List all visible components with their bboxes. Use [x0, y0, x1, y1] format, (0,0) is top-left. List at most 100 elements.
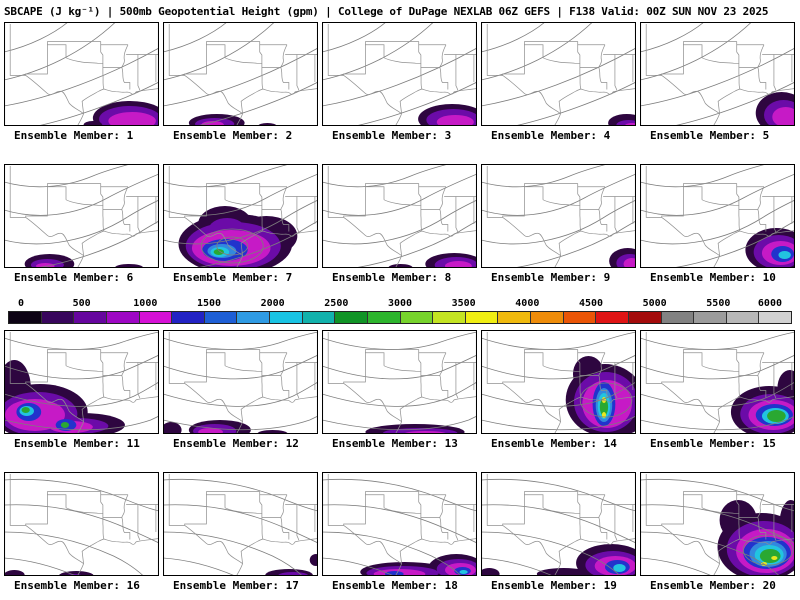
colorbar-segment [433, 312, 466, 323]
panel-label: Ensemble Member: 16 [14, 579, 140, 592]
colorbar-segment [367, 312, 401, 323]
panel-label: Ensemble Member: 5 [650, 129, 770, 142]
map-member-10 [640, 164, 795, 268]
panel-label: Ensemble Member: 12 [173, 437, 299, 450]
colorbar-segment [563, 312, 597, 323]
colorbar-segment [106, 312, 140, 323]
panel-label: Ensemble Member: 7 [173, 271, 293, 284]
colorbar-segment [596, 312, 629, 323]
colorbar-tick: 1000 [133, 298, 158, 309]
colorbar-bar-row [8, 311, 792, 324]
ensemble-panel-10: Ensemble Member: 10 [640, 164, 795, 284]
colorbar-gradient [8, 311, 792, 324]
map-member-8 [322, 164, 477, 268]
panel-row-1: Ensemble Member: 1 Ensemble Member: 2 Ense… [0, 22, 800, 142]
colorbar-segment [237, 312, 270, 323]
panel-label: Ensemble Member: 11 [14, 437, 140, 450]
panel-label: Ensemble Member: 9 [491, 271, 611, 284]
colorbar-segment [335, 312, 368, 323]
ensemble-panel-13: Ensemble Member: 13 [322, 330, 477, 450]
colorbar-tick: 3500 [451, 298, 476, 309]
ensemble-panel-9: Ensemble Member: 9 [481, 164, 636, 284]
map-member-9 [481, 164, 636, 268]
colorbar-tick: 3000 [387, 298, 413, 309]
map-member-5 [640, 22, 795, 126]
ensemble-panel-4: Ensemble Member: 4 [481, 22, 636, 142]
cape-colorbar: 0 500 1000 1500 2000 2500 3000 3500 4000 4500 5000… [8, 298, 792, 324]
colorbar-tick: 2000 [260, 298, 285, 309]
colorbar-tick: 500 [72, 298, 91, 309]
ensemble-panel-1: Ensemble Member: 1 [4, 22, 159, 142]
panel-label: Ensemble Member: 3 [332, 129, 452, 142]
colorbar-tick: 5000 [642, 298, 667, 309]
panel-label: Ensemble Member: 19 [491, 579, 617, 592]
panel-label: Ensemble Member: 2 [173, 129, 293, 142]
map-member-11 [4, 330, 159, 434]
panel-row-4: Ensemble Member: 16 Ensemble Member: 17 En… [0, 472, 800, 592]
ensemble-panel-15: Ensemble Member: 15 [640, 330, 795, 450]
ensemble-panel-11: Ensemble Member: 11 [4, 330, 159, 450]
colorbar-segment [139, 312, 173, 323]
ensemble-panel-6: Ensemble Member: 6 [4, 164, 159, 284]
colorbar-segment [694, 312, 727, 323]
map-member-4 [481, 22, 636, 126]
map-member-14 [481, 330, 636, 434]
map-member-13 [322, 330, 477, 434]
ensemble-panel-12: Ensemble Member: 12 [163, 330, 318, 450]
map-member-3 [322, 22, 477, 126]
colorbar-segment [270, 312, 303, 323]
panel-row-3: Ensemble Member: 11 Ensemble Member: 12 En… [0, 330, 800, 450]
panel-row-2: Ensemble Member: 6 Ensemble Member: 7 Ense… [0, 164, 800, 284]
panel-label: Ensemble Member: 15 [650, 437, 776, 450]
colorbar-tick: 4000 [515, 298, 540, 309]
colorbar-segment [498, 312, 531, 323]
colorbar-tick-labels: 0 500 1000 1500 2000 2500 3000 3500 4000 4500 5000… [18, 298, 782, 310]
ensemble-panel-14: Ensemble Member: 14 [481, 330, 636, 450]
ensemble-panel-20: Ensemble Member: 20 [640, 472, 795, 592]
colorbar-tick: 5500 [706, 298, 731, 309]
colorbar-segment [204, 312, 238, 323]
panel-label: Ensemble Member: 8 [332, 271, 452, 284]
map-member-7 [163, 164, 318, 268]
panel-label: Ensemble Member: 4 [491, 129, 611, 142]
colorbar-segment [302, 312, 336, 323]
panel-label: Ensemble Member: 10 [650, 271, 776, 284]
ensemble-panel-17: Ensemble Member: 17 [163, 472, 318, 592]
colorbar-segment [9, 312, 42, 323]
colorbar-tick: 4500 [578, 298, 604, 309]
panel-label: Ensemble Member: 14 [491, 437, 617, 450]
map-member-1 [4, 22, 159, 126]
colorbar-tick: 2500 [324, 298, 349, 309]
colorbar-segment [661, 312, 695, 323]
colorbar-segment [726, 312, 760, 323]
map-member-2 [163, 22, 318, 126]
map-member-19 [481, 472, 636, 576]
map-member-20 [640, 472, 795, 576]
colorbar-segment [41, 312, 75, 323]
colorbar-tick: 1500 [196, 298, 222, 309]
map-member-12 [163, 330, 318, 434]
map-member-15 [640, 330, 795, 434]
ensemble-panel-3: Ensemble Member: 3 [322, 22, 477, 142]
page-title: SBCAPE (J kg⁻¹) | 500mb Geopotential Hei… [4, 5, 769, 18]
ensemble-panel-18: Ensemble Member: 18 [322, 472, 477, 592]
panel-label: Ensemble Member: 18 [332, 579, 458, 592]
map-member-18 [322, 472, 477, 576]
ensemble-panel-16: Ensemble Member: 16 [4, 472, 159, 592]
colorbar-segment [74, 312, 107, 323]
map-member-16 [4, 472, 159, 576]
ensemble-panel-19: Ensemble Member: 19 [481, 472, 636, 592]
map-member-6 [4, 164, 159, 268]
panel-label: Ensemble Member: 20 [650, 579, 776, 592]
ensemble-panel-2: Ensemble Member: 2 [163, 22, 318, 142]
colorbar-segment [172, 312, 205, 323]
colorbar-segment [628, 312, 662, 323]
panel-label: Ensemble Member: 1 [14, 129, 134, 142]
panel-label: Ensemble Member: 6 [14, 271, 134, 284]
ensemble-panel-7: Ensemble Member: 7 [163, 164, 318, 284]
ensemble-panel-5: Ensemble Member: 5 [640, 22, 795, 142]
panel-label: Ensemble Member: 13 [332, 437, 458, 450]
colorbar-segment [465, 312, 499, 323]
colorbar-segment [759, 312, 791, 323]
